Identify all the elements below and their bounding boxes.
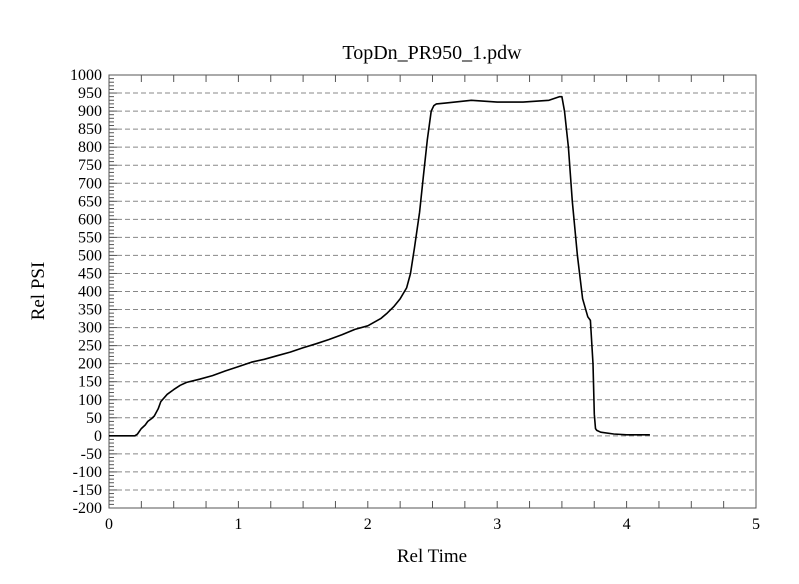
y-tick-label: 50 — [86, 410, 102, 427]
x-tick-labels: 0 1 2 3 4 5 — [105, 516, 760, 533]
x-minor-ticks — [108, 75, 757, 508]
y-tick-labels: 1000950900850800750700650600550500450400… — [70, 67, 102, 517]
y-tick-label: 900 — [78, 103, 102, 120]
y-tick-label: 550 — [78, 229, 102, 246]
chart-title: TopDn_PR950_1.pdw — [342, 42, 522, 64]
y-tick-label: 850 — [78, 121, 102, 138]
y-tick-label: 1000 — [70, 67, 102, 84]
x-tick-label: 1 — [234, 516, 242, 533]
y-minor-ticks — [109, 74, 117, 509]
y-tick-label: -150 — [73, 482, 102, 499]
x-tick-label: 2 — [364, 516, 372, 533]
y-tick-label: 150 — [78, 374, 102, 391]
y-tick-label: -100 — [73, 464, 102, 481]
y-tick-label: 350 — [78, 302, 102, 319]
y-tick-label: 650 — [78, 193, 102, 210]
x-axis-title: Rel Time — [397, 546, 467, 567]
y-tick-label: 950 — [78, 85, 102, 102]
y-tick-label: 400 — [78, 284, 102, 301]
x-tick-label: 3 — [493, 516, 501, 533]
y-tick-label: 100 — [78, 392, 102, 409]
grid — [109, 92, 756, 491]
series-line — [109, 95, 650, 437]
y-tick-label: 300 — [78, 320, 102, 337]
y-tick-label: -200 — [73, 500, 102, 517]
y-tick-label: 600 — [78, 211, 102, 228]
y-tick-label: 700 — [78, 175, 102, 192]
y-tick-label: 800 — [78, 139, 102, 156]
x-tick-label: 5 — [752, 516, 760, 533]
x-tick-label: 0 — [105, 516, 113, 533]
y-tick-label: -50 — [81, 446, 102, 463]
y-axis-title: Rel PSI — [28, 262, 49, 321]
y-tick-label: 500 — [78, 247, 102, 264]
y-tick-label: 750 — [78, 157, 102, 174]
y-tick-label: 250 — [78, 338, 102, 355]
y-tick-label: 0 — [94, 428, 102, 445]
y-tick-label: 450 — [78, 265, 102, 282]
x-tick-label: 4 — [623, 516, 631, 533]
y-tick-label: 200 — [78, 356, 102, 373]
